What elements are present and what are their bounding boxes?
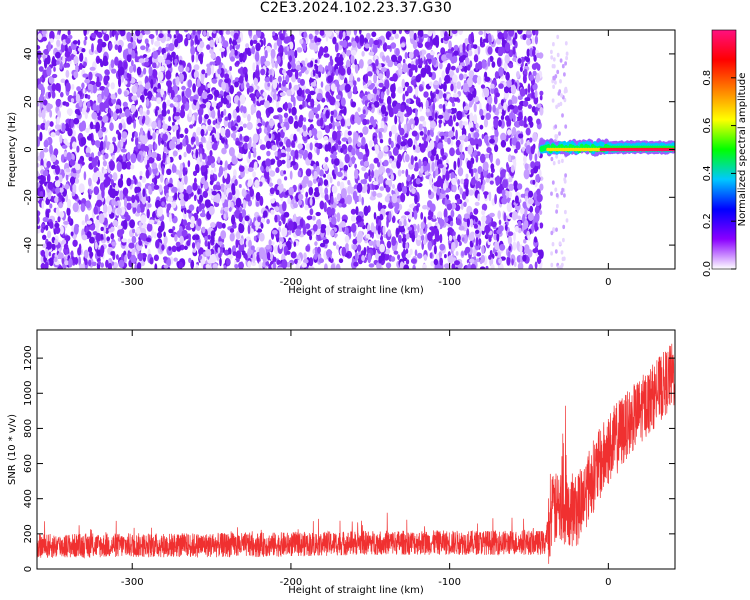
- heatmap-area: [37, 30, 675, 269]
- x-axis-label: Height of straight line (km): [288, 585, 424, 596]
- y-tick-label: 800: [23, 419, 34, 438]
- x-axis-label: Height of straight line (km): [288, 285, 424, 296]
- x-tick-label: -300: [121, 277, 144, 288]
- chart-title: C2E3.2024.102.23.37.G30: [259, 0, 453, 16]
- x-tick-label: -200: [280, 577, 303, 588]
- y-axis-label: Frequency (Hz): [7, 112, 18, 188]
- x-tick-label: -100: [438, 577, 461, 588]
- x-tick-label: -100: [438, 277, 461, 288]
- colorbar-tick-label: 0.8: [702, 70, 713, 86]
- y-tick-label: 200: [23, 524, 34, 543]
- colorbar-tick-label: 0.2: [702, 213, 713, 229]
- y-tick-label: 600: [23, 454, 34, 473]
- y-tick-label: 400: [23, 489, 34, 508]
- x-tick-label: -300: [121, 577, 144, 588]
- y-axis-label: SNR (10 * v/v): [7, 414, 18, 485]
- colorbar-tick-label: 0.0: [702, 261, 713, 277]
- colorbar-tick-label: 0.4: [702, 165, 713, 181]
- noise-speckles: [37, 30, 569, 269]
- colorbar-frame: [711, 29, 737, 270]
- y-tick-label: 0: [23, 146, 34, 152]
- y-tick-label: 1000: [23, 381, 34, 406]
- snr-plot-area: [37, 343, 675, 564]
- y-tick-label: 0: [23, 566, 34, 572]
- y-tick-label: 40: [23, 48, 34, 61]
- snr-frame: [36, 329, 676, 570]
- signal-trace: [538, 138, 675, 157]
- x-tick-label: 0: [605, 277, 611, 288]
- snr-series-line: [37, 343, 675, 564]
- x-tick-label: -200: [280, 277, 303, 288]
- y-tick-label: -20: [23, 189, 34, 205]
- y-tick-label: 20: [23, 95, 34, 108]
- colorbar-label: Normalized spectral amplitude: [737, 73, 748, 227]
- colorbar-tick-label: 0.6: [702, 118, 713, 134]
- colorbar: [712, 30, 736, 269]
- y-tick-label: 1200: [23, 345, 34, 370]
- y-tick-label: -40: [23, 237, 34, 253]
- x-tick-label: 0: [605, 577, 611, 588]
